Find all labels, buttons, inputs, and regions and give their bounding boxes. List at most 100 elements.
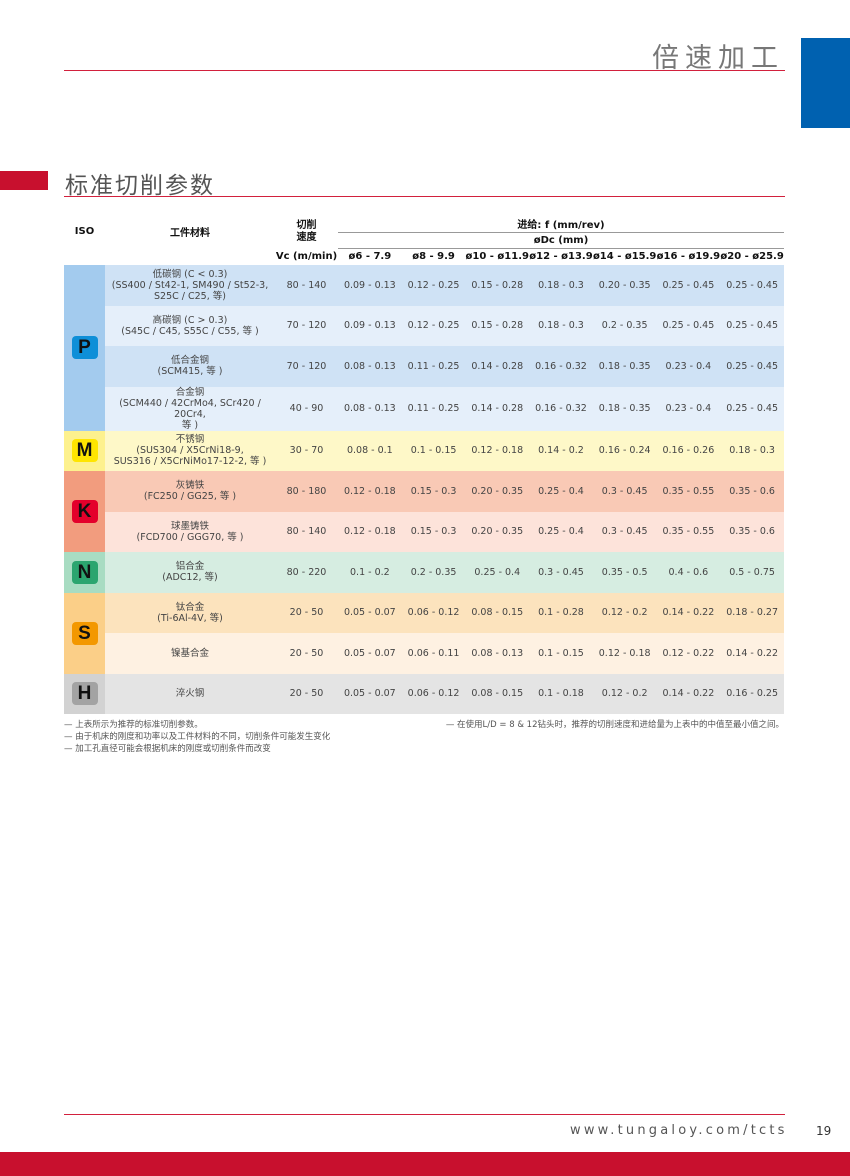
- footer-bar: [0, 1152, 850, 1176]
- iso-group-cell: H: [64, 673, 105, 714]
- speed-cell: 80 - 140: [275, 511, 338, 552]
- feed-cell: 0.1 - 0.15: [529, 633, 593, 674]
- feed-cell: 0.15 - 0.3: [401, 511, 466, 552]
- page-number: 19: [816, 1124, 832, 1138]
- diameter-column-header: ø8 - 9.9: [401, 247, 466, 265]
- feed-cell: 0.25 - 0.4: [529, 511, 593, 552]
- feed-cell: 0.06 - 0.12: [401, 592, 466, 633]
- diameter-column-header: ø20 - ø25.9: [720, 247, 784, 265]
- feed-cell: 0.15 - 0.28: [465, 305, 530, 346]
- feed-cell: 0.25 - 0.45: [656, 265, 721, 306]
- feed-cell: 0.25 - 0.45: [720, 346, 784, 387]
- feed-cell: 0.11 - 0.25: [401, 386, 466, 431]
- feed-cell: 0.1 - 0.28: [529, 592, 593, 633]
- feed-cell: 0.25 - 0.45: [656, 305, 721, 346]
- iso-badge-m: M: [71, 439, 98, 463]
- material-cell: 镍基合金: [105, 633, 275, 674]
- feed-cell: 0.5 - 0.75: [720, 552, 784, 593]
- feed-cell: 0.18 - 0.3: [529, 305, 593, 346]
- diameter-column-header: ø14 - ø15.9: [592, 247, 657, 265]
- feed-cell: 0.09 - 0.13: [338, 305, 402, 346]
- material-cell: 钛合金 (Ti-6Al-4V, 等): [105, 592, 275, 633]
- speed-cell: 70 - 120: [275, 346, 338, 387]
- vc-header: Vc (m/min): [275, 251, 338, 262]
- material-cell: 低合金钢 (SCM415, 等 ): [105, 346, 275, 387]
- table-row: H 淬火钢 20 - 50 0.05 - 0.07 0.06 - 0.12 0.08 - …: [64, 673, 784, 714]
- feed-cell: 0.35 - 0.5: [592, 552, 657, 593]
- material-cell: 球墨铸铁 (FCD700 / GGG70, 等 ): [105, 511, 275, 552]
- material-cell: 低碳钢 (C < 0.3) (SS400 / St42-1, SM490 / S…: [105, 265, 275, 306]
- iso-group-cell: N: [64, 552, 105, 593]
- diameter-column-header: ø10 - ø11.9: [465, 247, 530, 265]
- feed-cell: 0.16 - 0.32: [529, 346, 593, 387]
- speed-header: 切削 速度: [296, 219, 317, 243]
- website-link[interactable]: www.tungaloy.com/tcts: [570, 1123, 788, 1138]
- diameter-column-header: ø12 - ø13.9: [529, 247, 593, 265]
- iso-group-cell: K: [64, 471, 105, 552]
- feed-cell: 0.14 - 0.2: [529, 430, 593, 471]
- feed-cell: 0.15 - 0.3: [401, 471, 466, 512]
- note-line: — 加工孔直径可能会根据机床的刚度或切削条件而改变: [64, 744, 271, 754]
- speed-cell: 70 - 120: [275, 305, 338, 346]
- material-cell: 不锈钢 (SUS304 / X5CrNi18-9, SUS316 / X5CrN…: [105, 430, 275, 471]
- diameter-column-header: ø16 - ø19.9: [656, 247, 721, 265]
- speed-cell: 80 - 220: [275, 552, 338, 593]
- feed-cell: 0.12 - 0.18: [465, 430, 530, 471]
- feed-cell: 0.15 - 0.28: [465, 265, 530, 306]
- feed-cell: 0.16 - 0.24: [592, 430, 657, 471]
- feed-cell: 0.3 - 0.45: [592, 471, 657, 512]
- feed-cell: 0.18 - 0.3: [529, 265, 593, 306]
- speed-cell: 40 - 90: [275, 386, 338, 431]
- section-marker: [0, 171, 48, 190]
- table-row: S 钛合金 (Ti-6Al-4V, 等) 20 - 50 0.05 - 0.07 0.0…: [64, 592, 784, 674]
- feed-cell: 0.06 - 0.11: [401, 633, 466, 674]
- table-row: 合金钢 (SCM440 / 42CrMo4, SCr420 / 20Cr4, 等…: [64, 386, 784, 431]
- feed-cell: 0.16 - 0.32: [529, 386, 593, 431]
- notes-right: — 在使用L/D = 8 & 12钻头时，推荐的切削速度和进给量为上表中的中值至…: [446, 719, 784, 731]
- feed-cell: 0.18 - 0.35: [592, 346, 657, 387]
- speed-cell: 80 - 180: [275, 471, 338, 512]
- feed-cell: 0.18 - 0.3: [720, 430, 784, 471]
- feed-cell: 0.20 - 0.35: [465, 471, 530, 512]
- feed-cell: 0.05 - 0.07: [338, 673, 402, 714]
- table-row: P 低碳钢 (C < 0.3) (SS400 / St42-1, SM490 / …: [64, 265, 784, 431]
- iso-badge-n: N: [71, 560, 98, 584]
- feed-cell: 0.16 - 0.26: [656, 430, 721, 471]
- feed-cell: 0.35 - 0.55: [656, 471, 721, 512]
- iso-badge-p: P: [71, 336, 98, 360]
- iso-group-cell: M: [64, 430, 105, 471]
- feed-cell: 0.20 - 0.35: [592, 265, 657, 306]
- material-cell: 铝合金 (ADC12, 等): [105, 552, 275, 593]
- feed-cell: 0.12 - 0.18: [338, 471, 402, 512]
- feed-cell: 0.08 - 0.13: [338, 386, 402, 431]
- material-cell: 合金钢 (SCM440 / 42CrMo4, SCr420 / 20Cr4, 等…: [105, 386, 275, 431]
- feed-cell: 0.2 - 0.35: [592, 305, 657, 346]
- feed-cell: 0.1 - 0.18: [529, 673, 593, 714]
- feed-cell: 0.14 - 0.22: [656, 592, 721, 633]
- note-line: — 在使用L/D = 8 & 12钻头时，推荐的切削速度和进给量为上表中的中值至…: [445, 720, 784, 730]
- feed-cell: 0.35 - 0.55: [656, 511, 721, 552]
- feed-cell: 0.12 - 0.2: [592, 673, 657, 714]
- feed-cell: 0.3 - 0.45: [592, 511, 657, 552]
- feed-cell: 0.25 - 0.45: [720, 386, 784, 431]
- feed-cell: 0.35 - 0.6: [720, 471, 784, 512]
- feed-cell: 0.14 - 0.22: [656, 673, 721, 714]
- feed-cell: 0.18 - 0.35: [592, 386, 657, 431]
- notes-left: — 上表所示为推荐的标准切削参数。 — 由于机床的刚度和功率以及工件材料的不同，切…: [64, 719, 330, 755]
- speed-cell: 20 - 50: [275, 633, 338, 674]
- diameter-header: øDc (mm): [338, 232, 784, 249]
- feed-cell: 0.25 - 0.4: [465, 552, 530, 593]
- feed-cell: 0.12 - 0.25: [401, 265, 466, 306]
- feed-cell: 0.11 - 0.25: [401, 346, 466, 387]
- feed-cell: 0.3 - 0.45: [529, 552, 593, 593]
- material-cell: 高碳钢 (C > 0.3) (S45C / C45, S55C / C55, 等…: [105, 305, 275, 346]
- feed-cell: 0.12 - 0.22: [656, 633, 721, 674]
- material-cell: 淬火钢: [105, 673, 275, 714]
- feed-cell: 0.1 - 0.15: [401, 430, 466, 471]
- feed-cell: 0.14 - 0.28: [465, 346, 530, 387]
- iso-badge-k: K: [71, 500, 98, 523]
- chapter-title: 倍速加工: [652, 43, 784, 74]
- table-row: K 灰铸铁 (FC250 / GG25, 等 ) 80 - 180 0.12 - 0.…: [64, 471, 784, 552]
- feed-cell: 0.08 - 0.15: [465, 673, 530, 714]
- cutting-parameters-table: ISO 工件材料 切削 速度 进给: f (mm/rev) øDc (mm) V…: [64, 215, 784, 714]
